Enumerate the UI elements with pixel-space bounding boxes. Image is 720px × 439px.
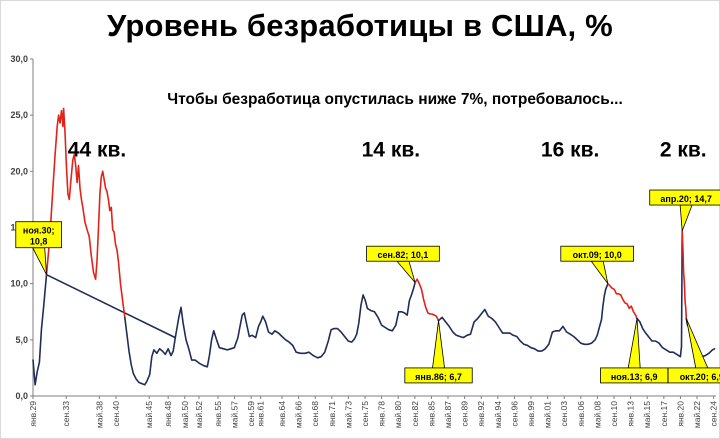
x-tick-label: май.38: [94, 401, 104, 428]
x-tick-label: май.94: [493, 401, 503, 428]
y-tick-label: 20,0: [10, 166, 28, 176]
x-tick-label: май.45: [144, 401, 154, 428]
series-line: [437, 282, 609, 352]
annotation-box: [649, 189, 720, 206]
y-tick-label: 5,0: [15, 335, 28, 345]
annotation-box: [667, 367, 720, 384]
annotation-pointer: [432, 320, 445, 369]
x-tick-label: май.08: [592, 401, 602, 428]
x-tick-label: сен.82: [410, 401, 420, 427]
x-tick-label: сен.33: [61, 401, 71, 427]
x-tick-label: май.57: [230, 401, 240, 428]
period-label: 2 кв.: [660, 139, 707, 162]
x-tick-label: янв.48: [163, 401, 173, 427]
x-tick-label: май.52: [194, 401, 204, 428]
x-tick-label: сен.96: [509, 401, 519, 427]
x-tick-label: сен.40: [111, 401, 121, 427]
annotation-label: окт.20; 6,9: [680, 372, 720, 382]
x-tick-label: янв.06: [576, 401, 586, 427]
x-tick-label: май.50: [180, 401, 190, 428]
y-tick-label: 0,0: [15, 391, 28, 401]
x-tick-label: май.87: [443, 401, 453, 428]
annotation-box: [404, 367, 473, 384]
x-tick-label: сен.17: [659, 401, 669, 427]
x-tick-label: сен.68: [310, 401, 320, 427]
annotation-box: [366, 245, 440, 262]
annotation-label: апр.20; 14,7: [660, 194, 711, 204]
x-tick-label: сен.24: [709, 401, 719, 427]
y-tick-label: 25,0: [10, 110, 28, 120]
x-tick-label: сен.03: [559, 401, 569, 427]
x-tick-label: сен.59: [246, 401, 256, 427]
x-tick-label: май.73: [343, 401, 353, 428]
x-tick-label: май.22: [692, 401, 702, 428]
series-line: [45, 107, 126, 319]
chart-title: Уровень безработицы в США, %: [107, 8, 613, 43]
annotation-label: ноя.13; 6,9: [611, 372, 658, 382]
x-tick-label: май.80: [393, 401, 403, 428]
period-label: 14 кв.: [362, 139, 420, 162]
series-line: [414, 278, 440, 322]
x-tick-label: янв.13: [626, 401, 636, 427]
period-label: 44 кв.: [68, 139, 126, 162]
annotation-label: сен.82; 10,1: [377, 250, 428, 260]
x-tick-label: янв.64: [277, 401, 287, 427]
x-tick-label: янв.20: [675, 401, 685, 427]
x-tick-label: янв.71: [327, 401, 337, 427]
annotation-box: [15, 221, 62, 249]
x-tick-label: янв.78: [377, 401, 387, 427]
series-line: [681, 230, 688, 320]
x-tick-label: сен.75: [360, 401, 370, 427]
series-line: [124, 316, 177, 386]
annotation-pointer: [679, 204, 693, 232]
x-tick-label: янв.61: [256, 401, 266, 427]
x-tick-label: янв.29: [28, 401, 38, 427]
annotation-pointer: [396, 260, 416, 283]
y-tick-label: 10,0: [10, 279, 28, 289]
series-line: [636, 230, 683, 358]
period-label: 16 кв.: [541, 139, 599, 162]
x-tick-label: сен.89: [460, 401, 470, 427]
annotation-label: ноя.30;: [23, 226, 55, 236]
x-tick-label: май.01: [543, 401, 553, 428]
x-tick-label: янв.92: [476, 401, 486, 427]
series-line: [607, 282, 638, 320]
x-tick-label: сен.10: [609, 401, 619, 427]
annotation-pointer: [590, 260, 609, 284]
series-line: [32, 273, 416, 386]
chart-subtitle: Чтобы безработица опустилась ниже 7%, по…: [167, 91, 623, 108]
annotation-label: янв.86; 6,7: [415, 372, 462, 382]
annotation-box: [560, 245, 634, 262]
annotation-label: окт.09; 10,0: [573, 250, 622, 260]
y-tick-label: 30,0: [10, 54, 28, 64]
x-tick-label: май.15: [642, 401, 652, 428]
annotation-pointer: [32, 247, 47, 275]
x-tick-label: янв.99: [526, 401, 536, 427]
annotation-pointer: [627, 318, 641, 369]
x-tick-label: май.66: [294, 401, 304, 428]
x-tick-label: янв.85: [426, 401, 436, 427]
annotation-label: 10,8: [30, 237, 48, 247]
x-tick-label: янв.55: [213, 401, 223, 427]
annotation-pointer: [685, 318, 709, 369]
